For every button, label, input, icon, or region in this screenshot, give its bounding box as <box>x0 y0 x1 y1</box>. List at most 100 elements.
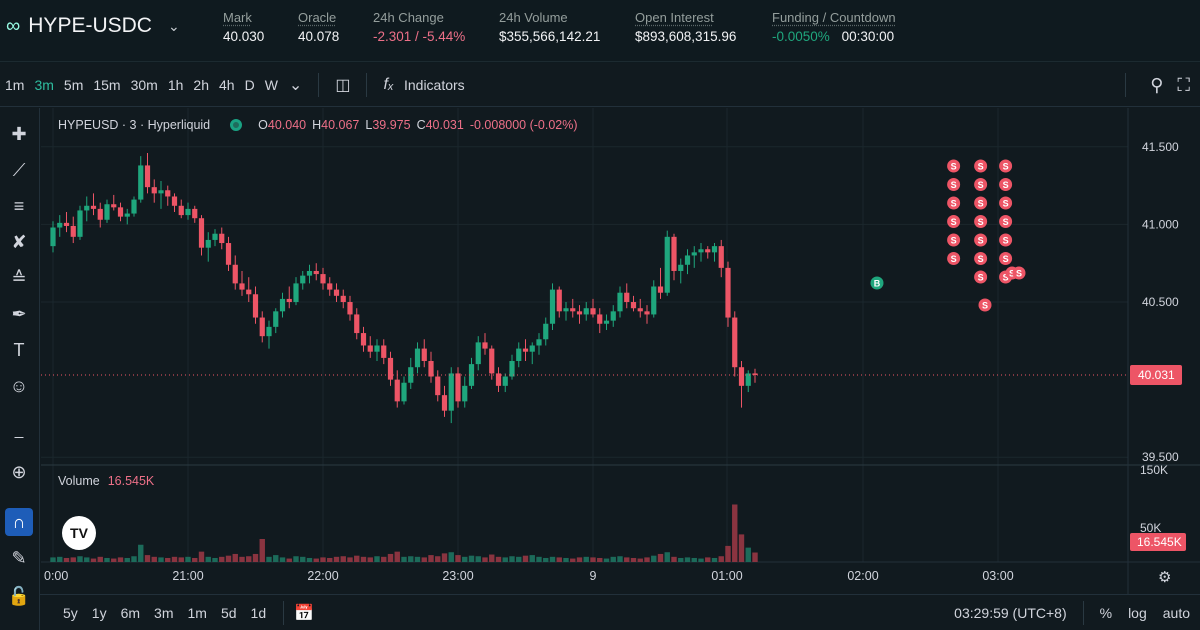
candle-type-icon[interactable]: ◫ <box>335 76 351 94</box>
ohlc-change: -0.008000 (-0.02%) <box>469 118 578 132</box>
candle-body <box>111 204 117 208</box>
symbol-label[interactable]: HYPEUSD · 3 · Hyperliquid <box>58 118 211 132</box>
fullscreen-icon[interactable]: ⛶ <box>1177 74 1190 95</box>
indicators-button[interactable]: Indicators <box>403 76 465 93</box>
timeframe-3m[interactable]: 3m <box>34 76 54 93</box>
volume-bar <box>401 556 407 562</box>
lock-drawing-icon[interactable]: ✎ <box>11 547 27 568</box>
candle-body <box>124 213 130 217</box>
time-tick-label: 21:00 <box>172 569 203 583</box>
candle-body <box>617 292 623 312</box>
volume-bar <box>705 557 711 562</box>
volume-bar <box>597 557 603 562</box>
sell-marker-label: S <box>951 180 957 190</box>
volume-bar <box>239 556 245 562</box>
timeframe-5m[interactable]: 5m <box>63 76 84 93</box>
text-icon[interactable]: T <box>13 339 25 360</box>
sell-marker-label: S <box>1016 268 1022 278</box>
zoom-in-icon[interactable]: ⊕ <box>11 461 27 482</box>
price-tick-label: 41.500 <box>1142 140 1179 154</box>
timeframe-D[interactable]: D <box>244 76 255 93</box>
volume-bar <box>111 558 117 562</box>
pair-selector[interactable]: ∞ HYPE-USDC ⌄ <box>6 14 180 38</box>
range-1m[interactable]: 1m <box>187 604 207 621</box>
candle-body <box>597 314 603 324</box>
pair-name: HYPE-USDC <box>28 14 152 37</box>
timeframe-1m[interactable]: 1m <box>5 76 25 93</box>
stat-label: 24h Change <box>373 10 444 25</box>
sell-marker: S <box>947 196 961 210</box>
range-5y[interactable]: 5y <box>63 604 78 621</box>
range-6m[interactable]: 6m <box>120 604 141 621</box>
volume-bar <box>205 556 211 562</box>
volume-bar <box>293 556 299 562</box>
candle-body <box>468 364 475 386</box>
range-1y[interactable]: 1y <box>91 604 107 621</box>
stat-open-interest: Open Interest $893,608,315.96 <box>635 10 736 44</box>
candle-body <box>576 311 583 315</box>
range-3m[interactable]: 3m <box>154 604 174 621</box>
market-status-icon <box>230 119 243 131</box>
crosshair-icon[interactable]: ✚ <box>11 123 27 144</box>
timeframe-15m[interactable]: 15m <box>93 76 121 93</box>
price-tick-label: 40.500 <box>1142 295 1179 309</box>
chevron-down-icon[interactable]: ⌄ <box>288 76 303 94</box>
range-1d[interactable]: 1d <box>250 604 267 621</box>
timeframe-30m[interactable]: 30m <box>130 76 158 93</box>
volume-bar <box>381 556 387 562</box>
range-5d[interactable]: 5d <box>220 604 237 621</box>
clock[interactable]: 03:29:59 (UTC+8) <box>954 605 1067 621</box>
volume-bar <box>603 558 610 562</box>
emoji-icon[interactable]: ☺ <box>9 375 29 396</box>
time-tick-label: 0:00 <box>44 569 68 583</box>
candle-body <box>158 190 164 194</box>
timeframe-1h[interactable]: 1h <box>167 76 184 93</box>
sell-marker-label: S <box>1003 161 1009 171</box>
prediction-icon[interactable]: ≙ <box>11 267 27 288</box>
timeframe-4h[interactable]: 4h <box>218 76 235 93</box>
auto-toggle[interactable]: auto <box>1162 605 1190 621</box>
trend-line-icon[interactable]: ⟋ <box>12 159 26 180</box>
candle-body <box>104 204 110 220</box>
divider <box>283 600 285 625</box>
volume-bar <box>252 553 259 562</box>
sell-marker-dot <box>999 233 1013 247</box>
settings-gear-icon[interactable]: ⚙ <box>1158 568 1171 586</box>
lock-icon[interactable]: 🔓 <box>7 585 31 606</box>
candle-body <box>502 376 508 386</box>
stat-label[interactable]: Oracle <box>298 10 337 25</box>
sell-marker-dot <box>974 196 988 210</box>
brush-icon[interactable]: ✒ <box>11 303 27 324</box>
candle-body <box>637 308 643 312</box>
volume-bar <box>414 556 421 562</box>
sell-marker: S <box>974 270 988 284</box>
candle-body <box>279 298 286 312</box>
candle-body <box>286 298 292 303</box>
log-toggle[interactable]: log <box>1128 605 1147 621</box>
ruler-icon[interactable]: ⎯ <box>14 425 24 446</box>
chart-legend: HYPEUSD · 3 · Hyperliquid O40.040 H40.06… <box>58 118 578 132</box>
candle-body <box>212 233 218 240</box>
timeframe-2h[interactable]: 2h <box>193 76 209 93</box>
volume-label[interactable]: Volume <box>58 474 100 488</box>
tradingview-logo-icon[interactable]: TV <box>62 516 96 550</box>
stat-label[interactable]: Open Interest <box>635 10 714 25</box>
time-tick-label: 01:00 <box>711 569 742 583</box>
drawing-toolbar: ✚ ⟋ ≡ ✘ ≙ ✒ T ☺ ⎯ ⊕ ∩ ✎ 🔓 <box>0 108 40 630</box>
function-icon[interactable]: fₓ <box>383 75 394 93</box>
volume-bar <box>374 556 380 562</box>
date-range-icon[interactable]: 📅 <box>294 604 315 622</box>
fib-retracement-icon[interactable]: ≡ <box>13 195 25 216</box>
percent-toggle[interactable]: % <box>1099 605 1113 621</box>
sell-marker-dot <box>1012 266 1026 280</box>
stat-label[interactable]: Funding / Countdown <box>772 10 896 25</box>
magnet-icon[interactable]: ∩ <box>5 508 33 536</box>
last-volume-label: 16.545K <box>1137 535 1182 549</box>
candle-body <box>57 222 63 228</box>
screenshot-icon[interactable]: ⚲ <box>1150 74 1164 95</box>
pattern-icon[interactable]: ✘ <box>11 231 27 252</box>
stat-label[interactable]: Mark <box>223 10 252 25</box>
timeframe-W[interactable]: W <box>264 76 278 93</box>
volume-bar <box>279 557 286 562</box>
